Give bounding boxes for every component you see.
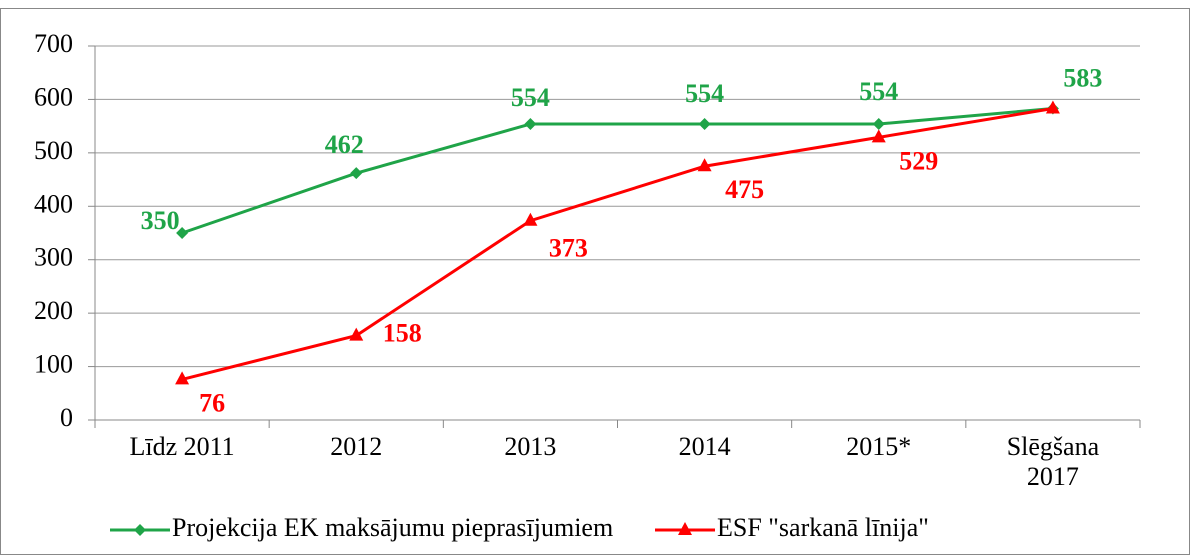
marker	[697, 158, 712, 172]
marker	[872, 118, 885, 131]
y-tick-label: 300	[34, 243, 73, 272]
x-tick-label: Līdz 2011	[129, 432, 235, 461]
y-tick-label: 700	[34, 29, 73, 58]
data-label: 554	[511, 83, 550, 112]
y-tick-label: 0	[60, 403, 73, 432]
marker	[350, 167, 363, 180]
data-label: 373	[549, 234, 588, 263]
marker	[871, 129, 886, 143]
data-label: 529	[899, 146, 938, 175]
data-label: 462	[325, 130, 364, 159]
data-label: 350	[141, 206, 180, 235]
line	[181, 107, 1054, 235]
marker	[349, 327, 364, 341]
y-tick-label: 100	[34, 350, 73, 379]
y-tick-label: 600	[34, 82, 73, 111]
x-tick-label: Slēgšana 2017	[1006, 432, 1100, 491]
y-tick-label: 200	[34, 296, 73, 325]
marker	[1045, 100, 1060, 114]
data-label: 554	[685, 79, 724, 108]
marker	[176, 227, 189, 239]
y-tick-label: 500	[34, 136, 73, 165]
data-label: 583	[1063, 63, 1102, 92]
legend-label: ESF "sarkanā līnija"	[717, 513, 929, 542]
x-tick-label: 2015*	[846, 432, 912, 461]
legend-label: Projekcija EK maksājumu pieprasījumiem	[172, 513, 613, 542]
y-tick-label: 400	[34, 189, 73, 218]
data-label: 554	[859, 77, 898, 106]
data-label: 158	[383, 319, 422, 348]
line	[181, 107, 1054, 381]
marker	[175, 371, 190, 385]
marker	[524, 118, 537, 131]
x-tick-label: 2013	[504, 432, 557, 461]
marker	[678, 522, 692, 535]
x-tick-label: 2014	[678, 432, 731, 461]
x-tick-label: 2012	[330, 432, 383, 461]
data-label: 76	[199, 388, 225, 417]
marker	[134, 524, 146, 536]
data-label: 475	[725, 175, 764, 204]
marker	[698, 118, 711, 131]
marker	[523, 212, 538, 226]
